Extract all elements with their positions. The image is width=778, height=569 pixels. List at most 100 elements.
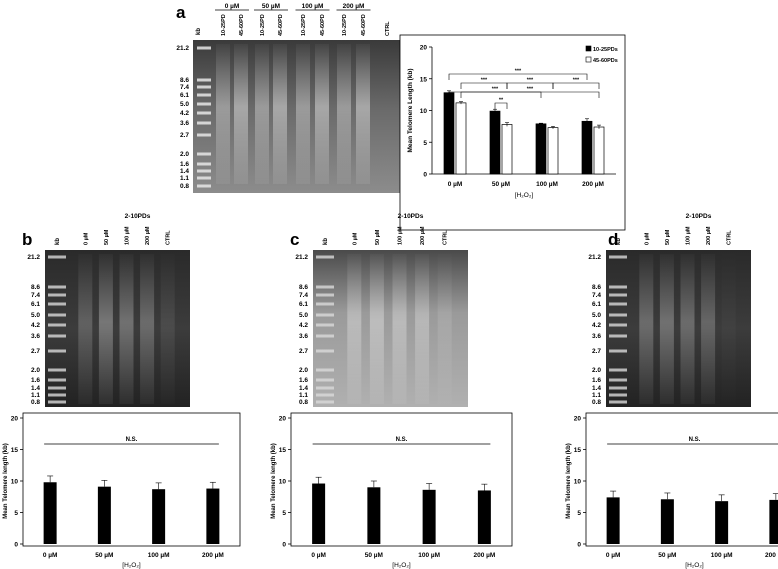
ladder-band [316, 378, 334, 382]
ladder-label: 1.6 [592, 377, 601, 384]
ladder-band [609, 368, 627, 372]
bar [367, 487, 381, 544]
chart-frame [290, 412, 513, 547]
ladder-label: 4.2 [180, 110, 189, 117]
x-axis-title: [H₂O₂] [122, 562, 141, 569]
ladder-label: 1.1 [299, 392, 308, 399]
lane-label: 10-25PD [342, 14, 348, 36]
lane-label: CTRL [166, 230, 172, 245]
legend-label: 45-60PDs [593, 58, 618, 64]
ladder-band [316, 285, 334, 289]
ladder-band [48, 293, 66, 297]
significance-bracket [448, 73, 588, 80]
ladder-label: 5.0 [299, 312, 308, 319]
ladder-band [197, 133, 211, 137]
gel-lane-smear [234, 44, 248, 184]
y-tick-label: 15 [574, 447, 582, 454]
ladder-label: 8.6 [592, 284, 601, 291]
x-tick-label-a: 100 µM [536, 181, 558, 188]
x-tick-label: 200 µM [473, 552, 495, 559]
ladder-band [197, 152, 211, 156]
ladder-band [197, 162, 211, 166]
ladder-band [197, 184, 211, 188]
ladder-label: 2.7 [31, 348, 40, 355]
panel-a-letter: a [176, 3, 186, 22]
ladder-band [609, 393, 627, 397]
x-tick-label: 50 µM [658, 552, 676, 559]
panel-a: a 0 µM 50 µM 100 µM 200 µM 10-25PD 45-60PD 10… [176, 3, 626, 231]
ladder-label: 1.1 [180, 175, 189, 182]
ladder-band [316, 302, 334, 306]
gel-lane-smear [701, 254, 716, 404]
y-tick-label: 5 [282, 510, 286, 517]
ladder-label: 5.0 [180, 101, 189, 108]
ladder-label: 3.6 [299, 333, 308, 340]
ladder-label: 8.6 [180, 77, 189, 84]
ladder-label: 4.2 [31, 322, 40, 329]
lane-label: 45-60PD [278, 14, 284, 36]
ladder-label: 2.0 [592, 367, 601, 374]
gel-lane-smear [437, 254, 452, 404]
significance-bracket [494, 102, 508, 109]
y-tick-label: 15 [11, 447, 19, 454]
y-tick-label-a: 20 [420, 45, 428, 52]
ladder-label: 21.2 [176, 45, 189, 52]
gel-lane-smear [721, 254, 736, 404]
x-tick-label: 100 µM [148, 552, 170, 559]
lane-label: CTRL [443, 230, 449, 245]
ladder-band [197, 121, 211, 125]
ladder-label: 8.6 [299, 284, 308, 291]
ladder-band [48, 285, 66, 289]
chart-frame [22, 412, 241, 547]
ladder-band [197, 169, 211, 173]
ladder-label: 1.1 [592, 392, 601, 399]
ladder-band [316, 255, 334, 259]
significance-label: *** [481, 78, 488, 84]
y-axis-title: Mean Telomere length (kb) [271, 443, 277, 519]
gel-lane-smear [337, 44, 351, 184]
bar [606, 497, 620, 544]
y-tick-label-a: 15 [420, 76, 428, 83]
lane-label: 200 µM [420, 226, 426, 245]
x-tick-label: 100 µM [711, 552, 733, 559]
ladder-label: 1.4 [592, 385, 601, 392]
gel-lane-smear [315, 44, 329, 184]
ladder-label: 5.0 [31, 312, 40, 319]
y-axis-title: Mean Telomere length (kb) [3, 443, 9, 519]
bar-45-60pds [455, 102, 467, 175]
ladder-label: 0.8 [299, 399, 308, 406]
x-tick-label: 50 µM [95, 552, 113, 559]
bar [43, 482, 57, 544]
ladder-label: 2.0 [180, 151, 189, 158]
ladder-label: 6.1 [31, 301, 40, 308]
y-tick-label: 10 [279, 479, 287, 486]
gel-lane-smear [392, 254, 407, 404]
ladder-band [316, 313, 334, 317]
ladder-band [48, 302, 66, 306]
ladder-band [197, 102, 211, 106]
ladder-band [316, 386, 334, 390]
y-tick-label-a: 5 [423, 140, 427, 147]
ladder-label: 0.8 [31, 399, 40, 406]
ladder-band [609, 323, 627, 327]
gel-lane-smear [639, 254, 654, 404]
y-tick-label: 0 [282, 542, 286, 549]
x-tick-label: 200 µM [202, 552, 224, 559]
ladder-band [609, 255, 627, 259]
ladder-label: 6.1 [180, 92, 189, 99]
significance-label: *** [515, 69, 522, 75]
lane-label: 10-25PD [301, 14, 307, 36]
gel-smears-a [216, 44, 370, 184]
ladder-band [197, 111, 211, 115]
significance-label: *** [527, 78, 534, 84]
ladder-label: 0.8 [592, 399, 601, 406]
x-tick-label: 200 µM [765, 552, 778, 559]
ladder-label: 1.6 [299, 377, 308, 384]
ns-label: N.S. [396, 437, 408, 443]
ladder-label: 2.0 [299, 367, 308, 374]
ladder-label: 2.7 [180, 132, 189, 139]
ladder-band [316, 293, 334, 297]
ladder-band [609, 293, 627, 297]
